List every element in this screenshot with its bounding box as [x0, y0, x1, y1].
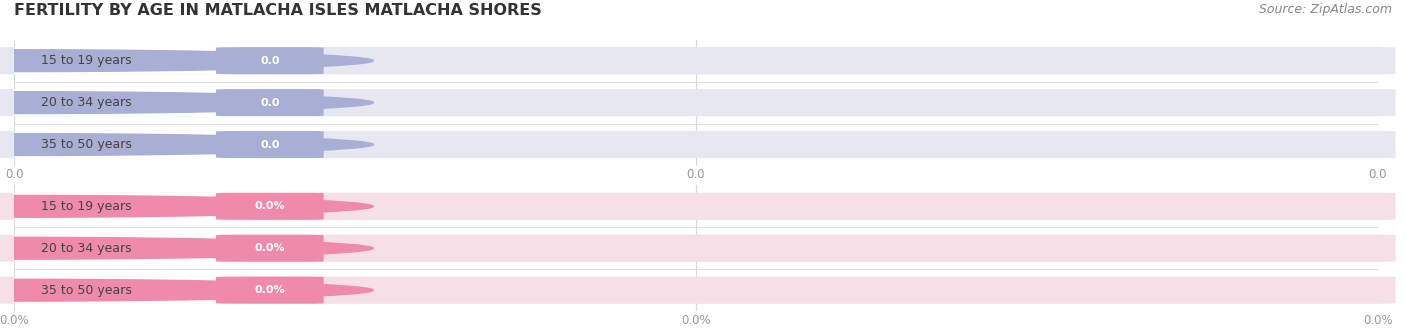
FancyBboxPatch shape — [0, 89, 249, 116]
FancyBboxPatch shape — [217, 277, 323, 304]
Circle shape — [0, 195, 373, 217]
FancyBboxPatch shape — [217, 235, 323, 262]
Text: 0.0%: 0.0% — [254, 243, 285, 253]
Text: 20 to 34 years: 20 to 34 years — [41, 96, 132, 109]
Circle shape — [0, 279, 373, 301]
Text: 0.0%: 0.0% — [254, 201, 285, 211]
FancyBboxPatch shape — [0, 131, 249, 158]
FancyBboxPatch shape — [0, 276, 1396, 304]
Text: 35 to 50 years: 35 to 50 years — [41, 138, 132, 151]
Text: 0.0: 0.0 — [260, 56, 280, 66]
FancyBboxPatch shape — [0, 47, 249, 74]
FancyBboxPatch shape — [0, 47, 1396, 74]
Text: 0.0: 0.0 — [260, 140, 280, 150]
FancyBboxPatch shape — [217, 193, 323, 220]
Text: Source: ZipAtlas.com: Source: ZipAtlas.com — [1258, 3, 1392, 16]
FancyBboxPatch shape — [0, 276, 249, 304]
FancyBboxPatch shape — [0, 235, 249, 262]
Circle shape — [0, 92, 373, 114]
FancyBboxPatch shape — [217, 47, 323, 74]
Text: 0.0%: 0.0% — [254, 285, 285, 295]
FancyBboxPatch shape — [0, 235, 1396, 262]
FancyBboxPatch shape — [217, 89, 323, 116]
FancyBboxPatch shape — [0, 131, 1396, 158]
FancyBboxPatch shape — [0, 89, 1396, 116]
Text: FERTILITY BY AGE IN MATLACHA ISLES MATLACHA SHORES: FERTILITY BY AGE IN MATLACHA ISLES MATLA… — [14, 3, 541, 18]
Text: 0.0: 0.0 — [260, 98, 280, 108]
FancyBboxPatch shape — [0, 193, 249, 220]
FancyBboxPatch shape — [0, 193, 1396, 220]
Circle shape — [0, 237, 373, 259]
Text: 20 to 34 years: 20 to 34 years — [41, 242, 132, 255]
Text: 35 to 50 years: 35 to 50 years — [41, 284, 132, 297]
Text: 15 to 19 years: 15 to 19 years — [41, 200, 132, 213]
FancyBboxPatch shape — [217, 131, 323, 158]
Circle shape — [0, 50, 373, 71]
Text: 15 to 19 years: 15 to 19 years — [41, 54, 132, 67]
Circle shape — [0, 134, 373, 156]
